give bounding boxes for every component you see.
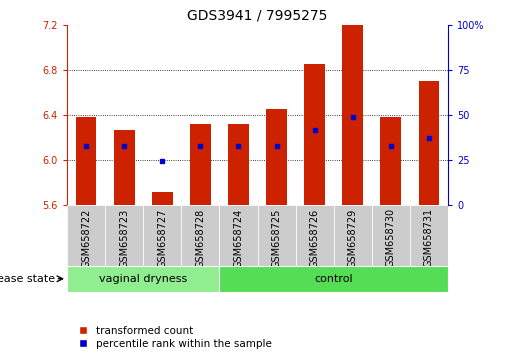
Bar [67,205,105,266]
Text: GSM658729: GSM658729 [348,208,358,268]
Title: GDS3941 / 7995275: GDS3941 / 7995275 [187,8,328,22]
Bar [219,205,258,266]
Bar [296,205,334,266]
Bar [143,205,181,266]
Bar [266,109,287,205]
Text: vaginal dryness: vaginal dryness [99,274,187,284]
Bar [381,117,401,205]
Text: GSM658731: GSM658731 [424,208,434,268]
Text: disease state: disease state [0,274,56,284]
Bar [372,205,410,266]
Bar [304,64,325,205]
Bar [152,192,173,205]
Bar [334,205,372,266]
Text: GSM658725: GSM658725 [271,208,282,268]
Bar [342,25,363,205]
Text: GSM658728: GSM658728 [195,208,205,268]
Bar [181,205,219,266]
Bar [105,205,143,266]
Bar [228,124,249,205]
Bar [114,130,134,205]
Bar [410,205,448,266]
Text: GSM658727: GSM658727 [157,208,167,268]
Text: GSM658724: GSM658724 [233,208,244,268]
Text: GSM658726: GSM658726 [310,208,320,268]
Bar [219,266,448,292]
Text: GSM658730: GSM658730 [386,208,396,268]
Text: control: control [314,274,353,284]
Text: GSM658722: GSM658722 [81,208,91,268]
Bar [67,266,219,292]
Bar [258,205,296,266]
Legend: transformed count, percentile rank within the sample: transformed count, percentile rank withi… [72,326,272,349]
Bar [76,117,96,205]
Bar [419,81,439,205]
Text: GSM658723: GSM658723 [119,208,129,268]
Bar [190,124,211,205]
